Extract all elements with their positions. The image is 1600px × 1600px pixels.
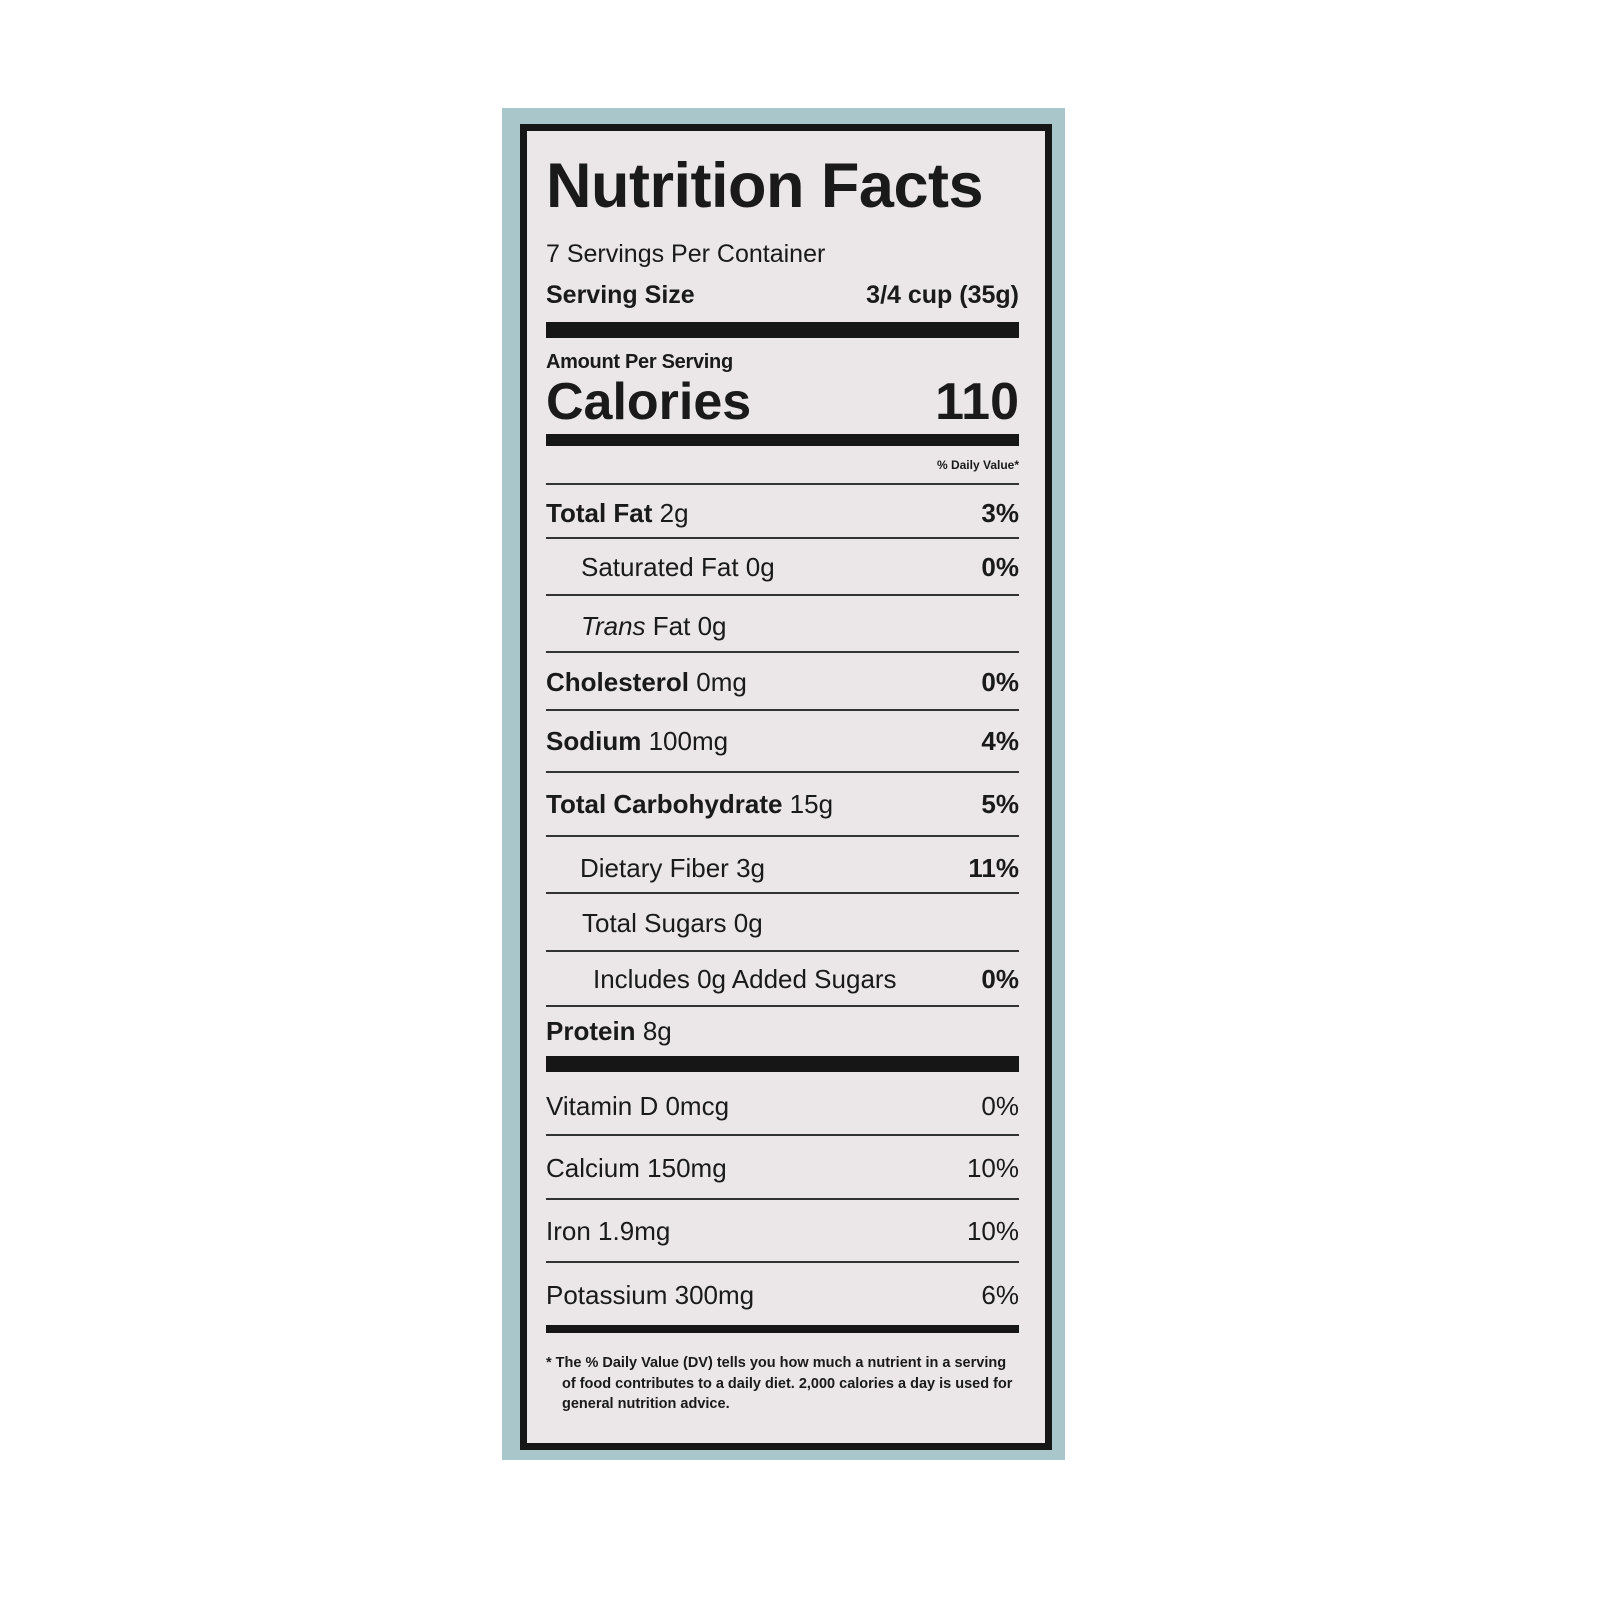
nutrient-name: Includes 0g Added Sugars [593, 963, 897, 994]
nutrient-amount: 8g [642, 1015, 672, 1046]
nutrient-name: Trans [581, 610, 646, 641]
divider [546, 1134, 1019, 1136]
calories-row: Calories 110 [546, 373, 1019, 431]
vitamin-dv: 10% [966, 1215, 1019, 1246]
calories-label: Calories [546, 373, 752, 431]
divider [546, 537, 1019, 539]
vitamin-row-iron: Iron 1.9mg 10% [546, 1215, 1019, 1247]
nutrient-row-dietary-fiber: Dietary Fiber 3g 11% [546, 852, 1019, 884]
nutrient-amount: 100mg [648, 725, 729, 756]
nutrient-row-cholesterol: Cholesterol 0mg 0% [546, 666, 1019, 698]
amount-per-serving: Amount Per Serving [546, 351, 733, 373]
divider [546, 709, 1019, 711]
nutrient-dv: 11% [968, 852, 1019, 883]
nutrient-amount: 2g [659, 497, 689, 528]
serving-size-label: Serving Size [546, 281, 695, 309]
nutrient-row-total-sugars: Total Sugars 0g [546, 907, 1019, 939]
nutrient-dv: 5% [981, 788, 1019, 819]
nutrient-row-sodium: Sodium 100mg 4% [546, 725, 1019, 757]
servings-per-container: 7 Servings Per Container [546, 240, 826, 268]
nutrient-dv: 4% [981, 725, 1019, 756]
divider [546, 950, 1019, 952]
nutrient-name: Saturated Fat [581, 551, 739, 582]
nutrient-amount: 3g [736, 852, 765, 883]
nutrient-dv: 0% [981, 666, 1019, 697]
vitamin-amount: 300mg [674, 1279, 755, 1310]
nutrient-name: Total Fat [546, 497, 653, 528]
nutrient-row-saturated-fat: Saturated Fat 0g 0% [546, 551, 1019, 583]
nutrient-amount: 15g [789, 788, 834, 819]
nutrient-name: Dietary Fiber [580, 852, 729, 883]
nutrient-name-rest: Fat [652, 610, 691, 641]
nutrient-dv: 0% [981, 963, 1019, 994]
divider [546, 1261, 1019, 1263]
serving-size-value: 3/4 cup (35g) [866, 281, 1019, 309]
vitamin-amount: 0mcg [665, 1090, 730, 1121]
nutrient-name: Sodium [546, 725, 642, 756]
nutrient-row-total-fat: Total Fat 2g 3% [546, 497, 1019, 529]
vitamin-dv: 10% [966, 1152, 1019, 1183]
vitamin-amount: 150mg [647, 1152, 727, 1183]
nutrient-amount: 0g [733, 907, 763, 938]
nutrient-name: Protein [546, 1015, 636, 1046]
vitamin-name: Potassium [546, 1279, 668, 1310]
vitamin-name: Calcium [546, 1152, 640, 1183]
nutrient-name: Cholesterol [546, 666, 690, 697]
divider [546, 771, 1019, 773]
vitamin-dv: 0% [981, 1090, 1019, 1121]
label-title: Nutrition Facts [546, 151, 984, 221]
divider [546, 651, 1019, 653]
divider [546, 892, 1019, 894]
vitamin-row-potassium: Potassium 300mg 6% [546, 1279, 1019, 1311]
nutrient-row-added-sugars: Includes 0g Added Sugars 0% [546, 963, 1019, 995]
vitamin-dv: 6% [981, 1279, 1019, 1310]
nutrient-amount: 0g [697, 610, 727, 641]
nutrient-row-protein: Protein 8g [546, 1015, 1019, 1047]
nutrient-dv: 0% [981, 551, 1019, 582]
nutrient-amount: 0mg [696, 666, 747, 697]
medium-divider [546, 434, 1019, 446]
vitamin-row-calcium: Calcium 150mg 10% [546, 1152, 1019, 1184]
vitamin-name: Vitamin D [546, 1090, 659, 1121]
thick-divider [546, 1325, 1019, 1333]
thick-divider [546, 322, 1019, 338]
vitamin-amount: 1.9mg [598, 1215, 671, 1246]
nutrient-dv: 3% [981, 497, 1019, 528]
nutrient-name: Total Carbohydrate [546, 788, 783, 819]
daily-value-header: % Daily Value* [936, 458, 1019, 472]
vitamin-row-vitamin-d: Vitamin D 0mcg 0% [546, 1090, 1019, 1122]
nutrient-name: Total Sugars [582, 907, 727, 938]
vitamin-name: Iron [546, 1215, 591, 1246]
divider [546, 1198, 1019, 1200]
divider [546, 835, 1019, 837]
nutrient-row-trans-fat: Trans Fat 0g [546, 610, 1019, 642]
serving-size-row: Serving Size 3/4 cup (35g) [546, 281, 1019, 310]
footnote: * The % Daily Value (DV) tells you how m… [546, 1355, 1013, 1412]
nutrition-label [520, 124, 1052, 1450]
thick-divider [546, 1056, 1019, 1072]
divider [546, 1005, 1019, 1007]
divider [546, 483, 1019, 485]
divider [546, 594, 1019, 596]
nutrient-row-total-carbohydrate: Total Carbohydrate 15g 5% [546, 788, 1019, 820]
calories-value: 110 [935, 373, 1019, 431]
nutrient-amount: 0g [745, 551, 775, 582]
